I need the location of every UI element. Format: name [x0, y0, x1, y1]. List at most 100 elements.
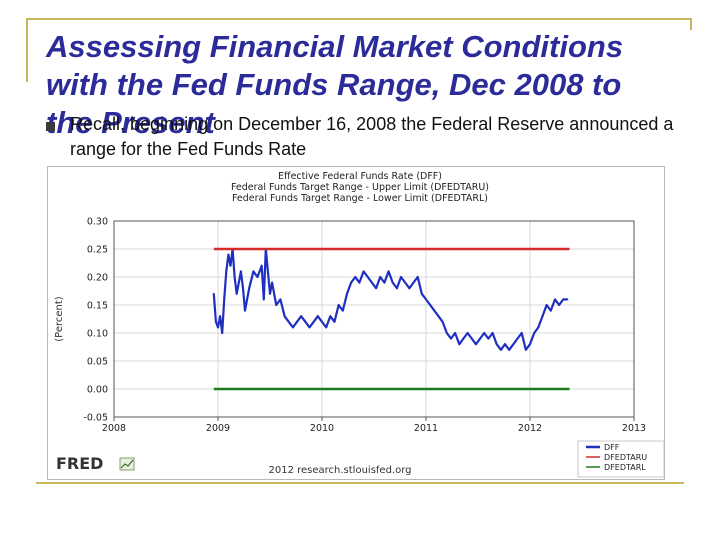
dff-data-point: [416, 276, 419, 278]
y-axis-label: (Percent): [54, 296, 65, 342]
dff-data-point: [269, 292, 271, 295]
fred-logo-icon: [119, 457, 135, 471]
dff-data-point: [304, 320, 307, 323]
dff-data-point: [242, 287, 244, 290]
x-tick-label: 2012: [518, 423, 542, 434]
dff-data-point: [287, 320, 290, 323]
dff-data-point: [491, 332, 494, 334]
dff-data-point: [321, 320, 323, 323]
y-tick-label: 0.20: [87, 273, 108, 284]
dff-data-point: [529, 343, 531, 346]
dff-data-point: [454, 332, 457, 334]
dff-data-point: [346, 292, 348, 295]
chart-title-line-1: Effective Federal Funds Rate (DFF): [278, 171, 442, 182]
dff-data-point: [227, 253, 230, 256]
dff-data-point: [375, 287, 377, 290]
dff-data-point: [358, 281, 361, 284]
dff-data-point: [271, 281, 273, 284]
dff-data-point: [508, 348, 511, 351]
dff-data-point: [554, 298, 556, 301]
dff-data-point: [562, 298, 565, 301]
dff-data-point: [217, 326, 219, 329]
dff-data-point: [441, 320, 444, 323]
dff-data-point: [387, 270, 390, 273]
slide-title: Assessing Financial Market Conditions wi…: [46, 29, 624, 140]
dff-data-point: [445, 332, 448, 334]
y-tick-label: 0.25: [87, 245, 108, 256]
dff-data-point: [391, 281, 394, 284]
dff-data-point: [541, 315, 544, 318]
legend-label-dfedtarl: DFEDTARL: [604, 463, 646, 472]
dff-data-point: [450, 337, 452, 340]
legend-label-dfedtaru: DFEDTARU: [604, 453, 647, 462]
dff-data-point: [366, 276, 369, 278]
dff-data-point: [475, 343, 477, 346]
dff-data-point: [404, 281, 407, 284]
dff-data-point: [537, 326, 540, 329]
dff-data-point: [545, 304, 548, 306]
x-tick-label: 2010: [310, 423, 334, 434]
dff-data-point: [341, 309, 344, 312]
dff-data-point: [379, 276, 382, 278]
dff-data-point: [291, 326, 294, 329]
y-tick-label: 0.15: [87, 301, 108, 312]
dff-data-point: [420, 292, 423, 295]
dff-data-point: [239, 270, 242, 273]
dff-data-point: [458, 343, 461, 346]
bullet-square-icon: [46, 122, 55, 131]
y-tick-label: -0.05: [83, 413, 108, 424]
dff-data-point: [437, 315, 440, 318]
slide-frame-bottom: [36, 482, 684, 484]
dff-data-point: [333, 320, 336, 323]
dff-data-point: [354, 276, 357, 278]
chart-title-line-2: Federal Funds Target Range - Upper Limit…: [231, 182, 489, 193]
dff-data-point: [520, 332, 523, 334]
dff-data-point: [425, 298, 427, 301]
y-tick-layer: -0.05 0.00 0.05 0.10 0.15 0.20 0.25 0.30: [83, 217, 108, 424]
dff-data-point: [499, 348, 502, 351]
chart-svg: Effective Federal Funds Rate (DFF) Feder…: [54, 171, 665, 478]
dff-data-point: [300, 315, 303, 318]
dff-data-point: [470, 337, 473, 340]
series-line-dff: [212, 247, 568, 351]
dff-data-point: [219, 315, 221, 318]
dff-data-point: [329, 315, 332, 318]
dff-data-point: [325, 326, 328, 329]
dff-data-point: [244, 309, 246, 312]
dff-data-point: [252, 270, 255, 273]
dff-data-point: [256, 276, 259, 278]
dff-data-point: [262, 298, 265, 301]
fred-chart: Effective Federal Funds Rate (DFF) Feder…: [47, 166, 665, 480]
dff-data-point: [337, 304, 340, 306]
dff-data-point: [433, 309, 436, 312]
dff-data-point: [350, 281, 353, 284]
x-tick-layer: 2008 2009 2010 2011 2012 2013: [102, 417, 646, 434]
chart-title-line-3: Federal Funds Target Range - Lower Limit…: [232, 193, 488, 204]
y-tick-label: 0.00: [87, 385, 108, 396]
dff-data-point: [479, 337, 481, 340]
dff-data-point: [462, 337, 465, 340]
dff-data-point: [312, 320, 315, 323]
y-tick-label: 0.30: [87, 217, 108, 228]
dff-data-point: [558, 304, 561, 306]
dff-data-point: [400, 276, 402, 278]
y-tick-label: 0.05: [87, 357, 108, 368]
x-tick-label: 2008: [102, 423, 126, 434]
slide-frame-left: [26, 18, 28, 82]
dff-data-point: [267, 270, 269, 273]
dff-data-point: [223, 298, 226, 301]
dff-data-point: [260, 264, 263, 267]
dff-data-point: [566, 298, 569, 301]
dff-data-point: [316, 315, 319, 318]
dff-data-point: [235, 292, 238, 295]
bullet-text: Recall, beginning on December 16, 2008 t…: [70, 114, 674, 159]
dff-data-point: [296, 320, 298, 323]
dff-data-point: [212, 292, 215, 295]
dff-data-point: [283, 315, 286, 318]
dff-data-point: [233, 276, 236, 278]
slide-frame-right: [690, 18, 692, 30]
dff-data-point: [248, 287, 251, 290]
dff-data-point: [487, 337, 490, 340]
slide-frame-top: [26, 18, 692, 20]
